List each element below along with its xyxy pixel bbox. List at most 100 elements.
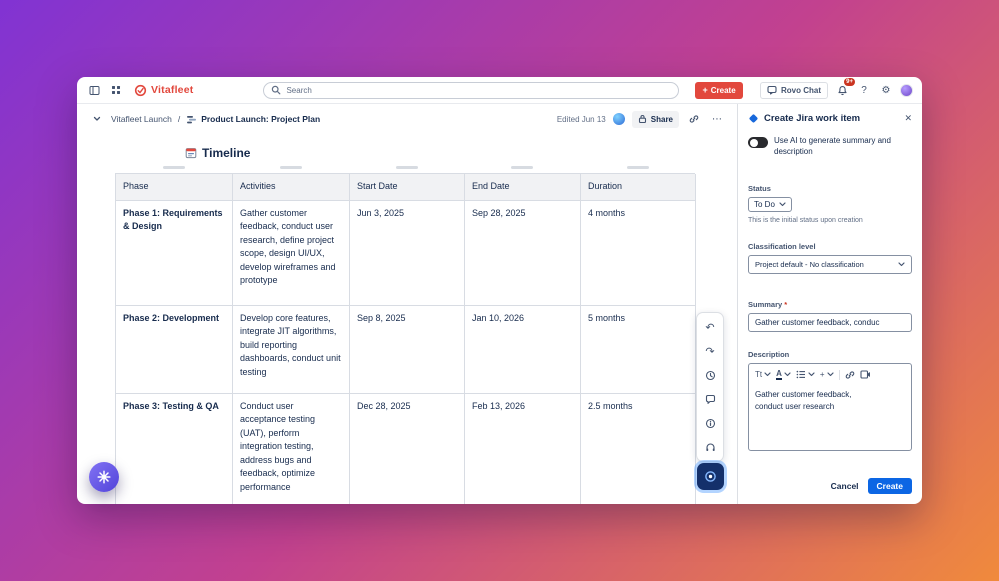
rovo-chat-button[interactable]: Rovo Chat [760, 81, 828, 99]
clock-icon [705, 370, 716, 381]
cell-activities: Develop core features, integrate JIT alg… [233, 305, 350, 394]
home-link[interactable]: Vitafleet [134, 84, 193, 97]
cell-duration: 2.5 months [581, 393, 696, 504]
search-bar[interactable] [263, 81, 680, 99]
comments-button[interactable] [698, 387, 722, 411]
panel-footer: Cancel Create [748, 478, 912, 494]
search-input[interactable] [286, 85, 672, 95]
chevron-down-icon [898, 261, 905, 267]
panel-create-button[interactable]: Create [867, 478, 912, 494]
plus-icon: + [819, 370, 825, 380]
collapse-button[interactable] [89, 111, 105, 127]
column-resize-handle[interactable] [279, 166, 302, 169]
vitafleet-logo-icon [134, 84, 147, 97]
help-button[interactable]: ? [856, 82, 872, 98]
column-resize-handle[interactable] [162, 166, 185, 169]
plus-icon: + [702, 84, 708, 95]
cell-end-date: Feb 13, 2026 [465, 393, 581, 504]
sidebar-toggle-button[interactable] [86, 82, 102, 98]
sparkle-icon [97, 470, 111, 484]
undo-button[interactable]: ↶ [698, 315, 722, 339]
timeline-doc-icon [185, 147, 197, 159]
text-style-button[interactable]: Tt [755, 370, 771, 379]
breadcrumb-separator: / [177, 114, 181, 124]
breadcrumb-space-link[interactable]: Vitafleet Launch [111, 114, 172, 124]
ai-assistant-fab[interactable] [89, 462, 119, 492]
description-label: Description [748, 349, 790, 359]
share-button[interactable]: Share [631, 110, 679, 128]
breadcrumb-bar: Vitafleet Launch / Product Launch: Proje… [77, 104, 737, 134]
profile-avatar[interactable] [900, 83, 913, 97]
column-resize-handle[interactable] [511, 166, 533, 169]
sidebar-icon [89, 85, 100, 96]
share-label: Share [650, 114, 673, 124]
target-icon [704, 470, 717, 483]
rovo-chat-label: Rovo Chat [781, 85, 821, 95]
insert-link-icon [845, 370, 855, 380]
jira-apps-button[interactable] [697, 463, 724, 490]
insert-link-button[interactable] [845, 370, 855, 380]
cell-start-date: Jun 3, 2025 [350, 200, 465, 306]
breadcrumb-actions: Edited Jun 13 Share ⋯ [556, 110, 725, 128]
cell-end-date: Jan 10, 2026 [465, 305, 581, 394]
insert-button[interactable]: + [820, 370, 834, 379]
collaborator-avatar[interactable] [612, 113, 625, 125]
redo-button[interactable]: ↷ [698, 339, 722, 363]
gear-icon: ⚙ [881, 84, 891, 96]
cell-duration: 4 months [581, 200, 696, 306]
rovo-chat-icon [767, 85, 777, 95]
text-color-button[interactable]: A [776, 369, 791, 381]
chevron-down-icon [779, 201, 786, 207]
ai-toggle-switch[interactable] [748, 137, 768, 148]
description-editor: Tt A + [748, 362, 912, 451]
page-title: Product Launch: Project Plan [201, 114, 321, 124]
search-icon [271, 85, 281, 95]
classification-dropdown[interactable]: Project default - No classification [748, 254, 912, 274]
column-resize-handle[interactable] [395, 166, 418, 169]
page-heading: Timeline [185, 146, 737, 160]
toolbar-divider [838, 369, 840, 380]
status-dropdown[interactable]: To Do [748, 196, 792, 212]
table-row: Phase 2: Development Develop core featur… [116, 305, 696, 394]
edited-timestamp[interactable]: Edited Jun 13 [556, 114, 606, 124]
cell-start-date: Dec 28, 2025 [350, 393, 465, 504]
list-button[interactable] [796, 370, 815, 379]
settings-button[interactable]: ⚙ [878, 82, 894, 98]
support-button[interactable] [698, 435, 722, 459]
panel-header: Create Jira work item ✕ [748, 113, 912, 124]
column-resize-handle[interactable] [626, 166, 649, 169]
table-row: Phase 1: Requirements & Design Gather cu… [116, 200, 696, 306]
redo-icon: ↷ [705, 345, 715, 358]
required-asterisk: * [784, 299, 788, 309]
page-details-button[interactable] [698, 411, 722, 435]
notifications-button[interactable]: 9+ [834, 78, 855, 98]
notification-badge: 9+ [844, 78, 855, 86]
version-history-button[interactable] [698, 363, 722, 387]
ai-toggle-row: Use AI to generate summary and descripti… [748, 136, 912, 158]
summary-input[interactable] [748, 312, 912, 332]
summary-label: Summary * [748, 300, 912, 309]
more-actions-button[interactable]: ⋯ [709, 111, 725, 127]
app-switcher-button[interactable] [108, 82, 124, 98]
main-column: Vitafleet Launch / Product Launch: Proje… [77, 104, 737, 504]
toggle-knob [749, 138, 758, 147]
text-style-icon: Tt [755, 370, 763, 380]
chevron-down-icon [784, 372, 791, 377]
insert-media-button[interactable] [860, 370, 871, 380]
timeline-table: Phase Activities Start Date End Date Dur… [115, 173, 696, 504]
lock-icon [638, 114, 647, 124]
top-navigation: Vitafleet + Create Rovo Chat 9+ ? [77, 77, 922, 104]
cancel-button[interactable]: Cancel [830, 481, 859, 491]
copy-link-button[interactable] [686, 111, 702, 127]
cell-start-date: Sep 8, 2025 [350, 305, 465, 394]
jira-logo-icon [748, 113, 759, 124]
help-icon: ? [861, 84, 867, 96]
column-resize-handles [115, 166, 695, 169]
close-button[interactable]: ✕ [904, 113, 912, 124]
brand-name: Vitafleet [151, 84, 194, 96]
create-button-label: Create [710, 85, 736, 95]
create-button[interactable]: + Create [695, 81, 743, 99]
description-editor-content[interactable]: Gather customer feedback, conduct user r… [755, 390, 852, 412]
editor-toolbar: Tt A + [755, 369, 905, 381]
